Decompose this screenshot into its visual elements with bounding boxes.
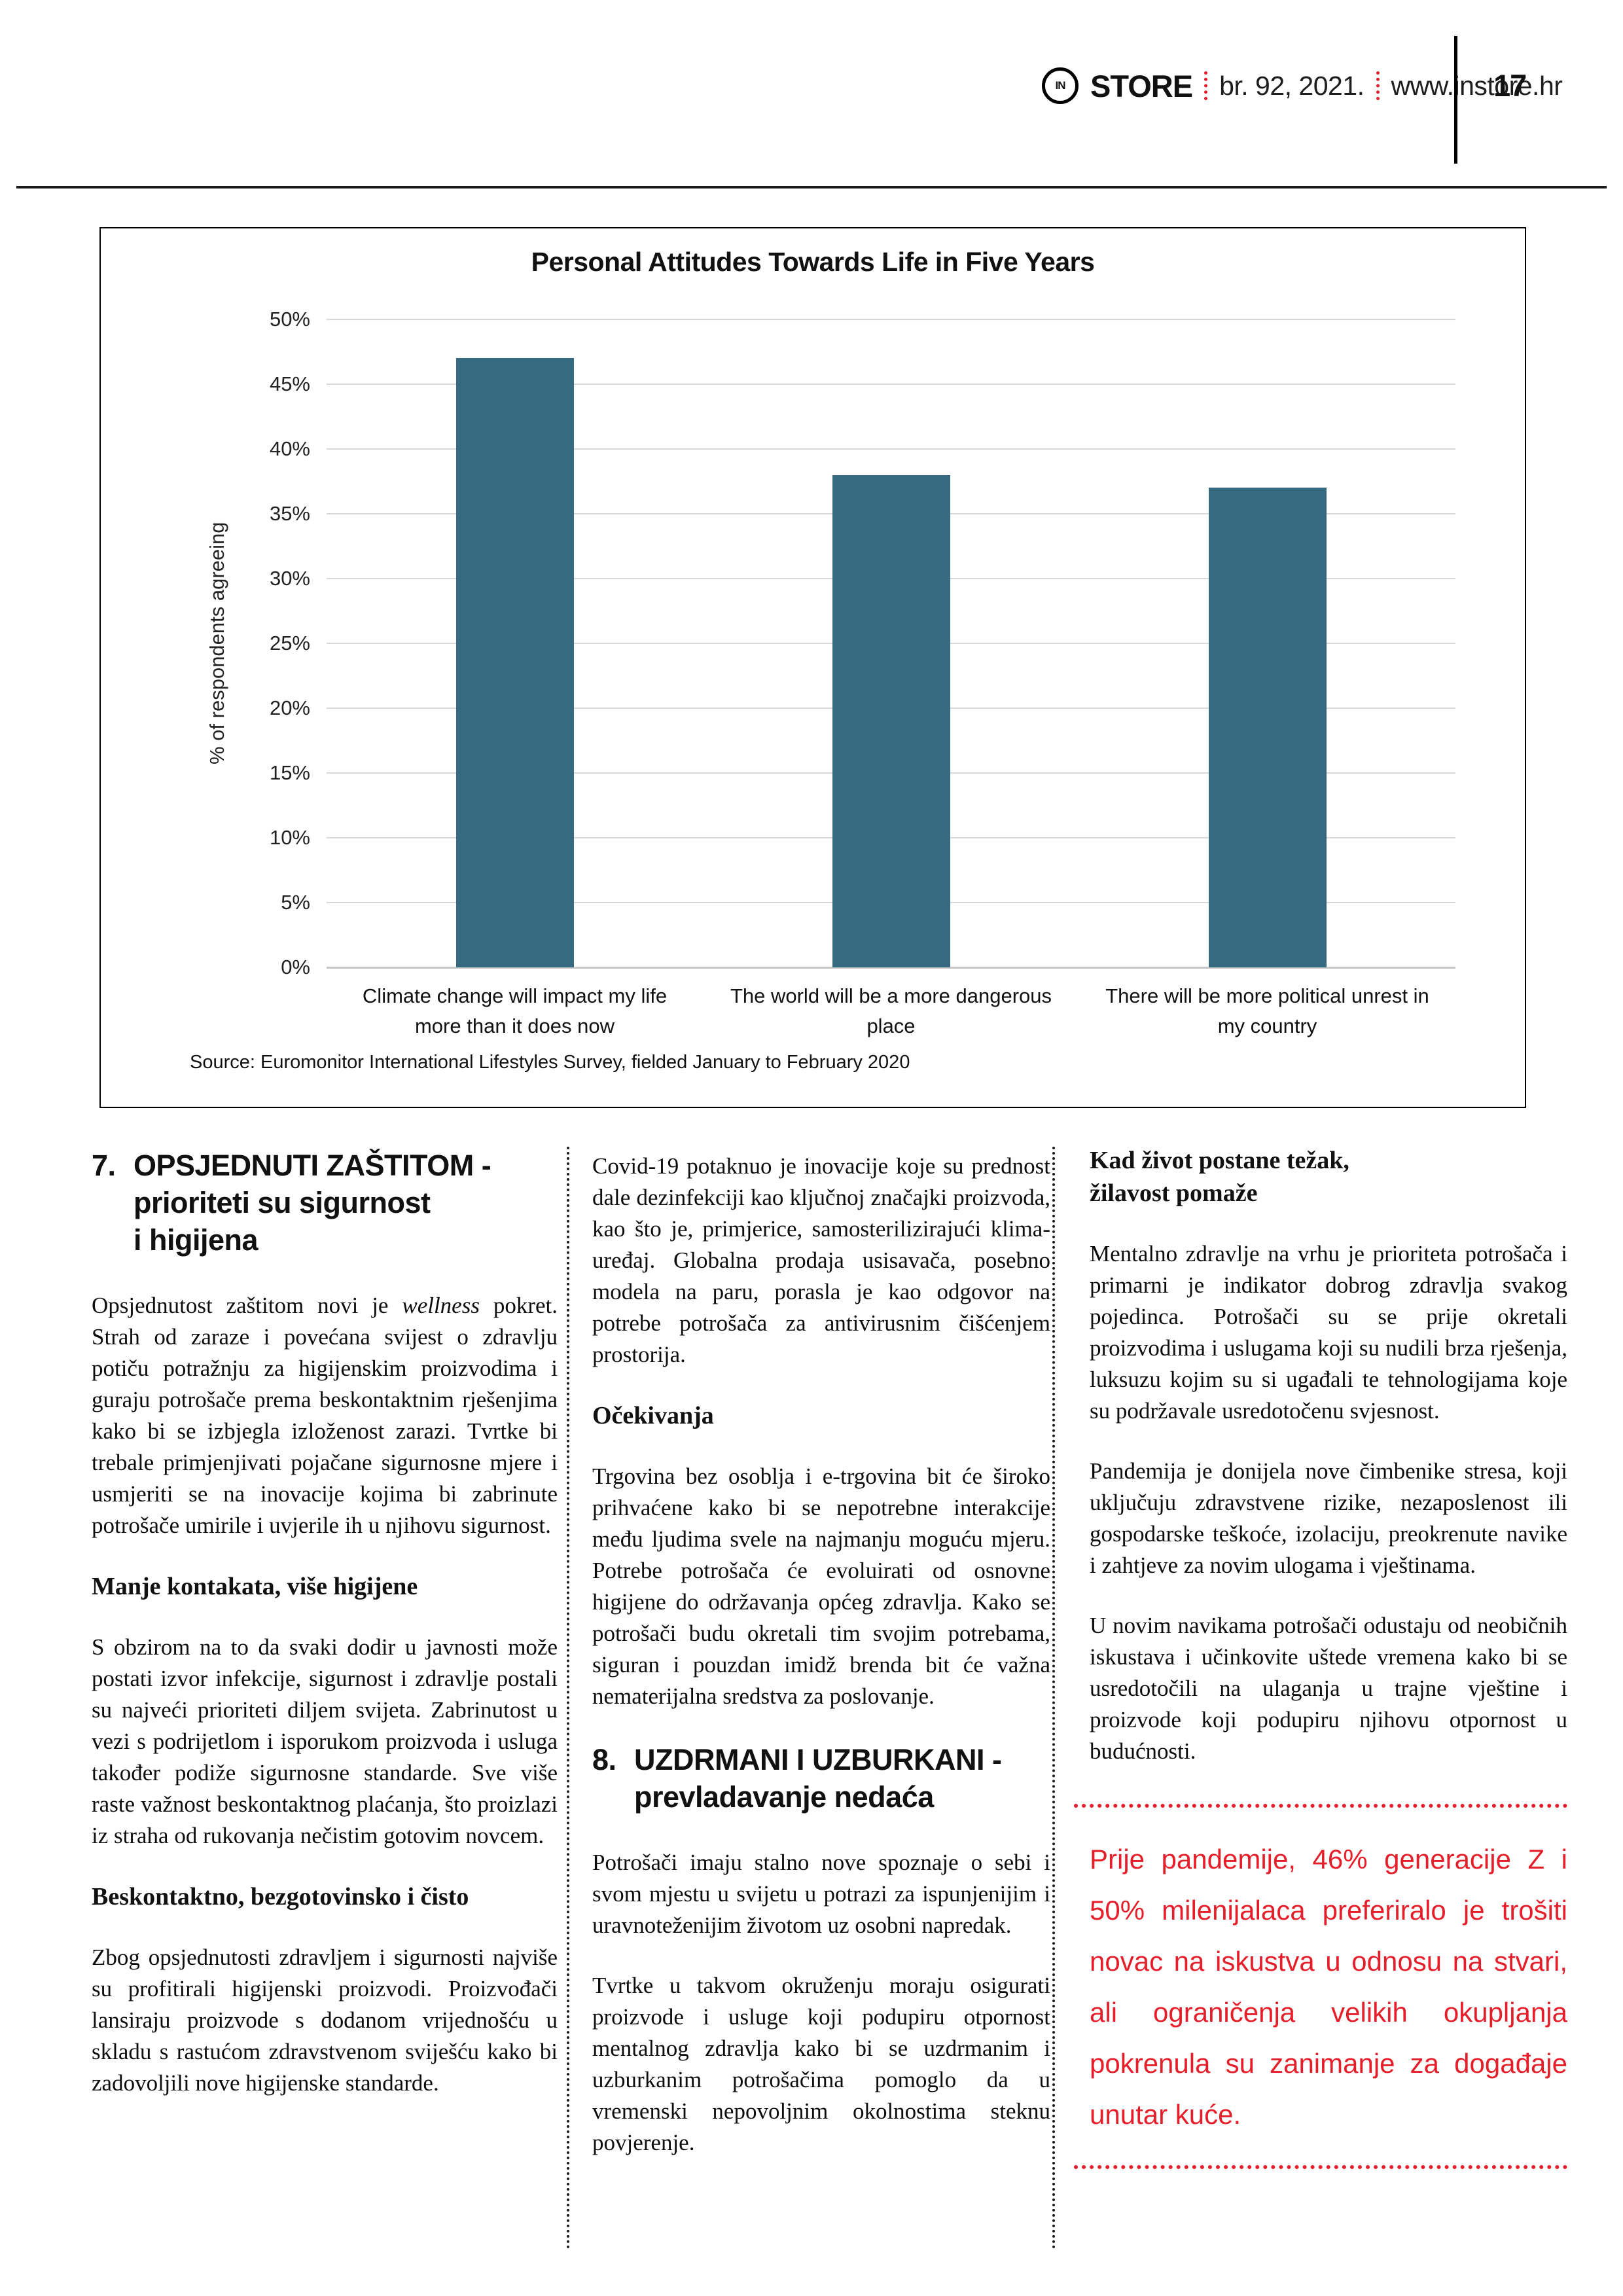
- paragraph-text: pokret. Strah od zaraze i povećana svije…: [92, 1293, 558, 1538]
- section-number: 8.: [592, 1743, 616, 1776]
- page-header: IN STORE br. 92, 2021. www.instore.hr: [1042, 67, 1563, 104]
- section-heading-text: UZDRMANI I UZBURKANI - prevladavanje ned…: [634, 1743, 1002, 1814]
- y-axis-ticks: 0% 5% 10% 15% 20% 25% 30% 35% 40% 45% 50%: [212, 308, 310, 978]
- page-number: 17: [1493, 68, 1527, 103]
- y-tick-label: 25%: [269, 632, 310, 655]
- pull-quote-text: Prije pandemije, 46% generacije Z i 50% …: [1090, 1844, 1567, 2130]
- gridline: [327, 448, 1455, 450]
- paragraph: Opsjednutost zaštitom novi je wellness p…: [92, 1290, 558, 1541]
- y-tick-label: 50%: [269, 308, 310, 331]
- section-heading-text: OPSJEDNUTI ZAŠTITOM - prioriteti su sigu…: [134, 1149, 491, 1257]
- y-tick-label: 45%: [269, 372, 310, 395]
- y-tick-label: 0%: [281, 956, 310, 978]
- paragraph: U novim navikama potrošači odustaju od n…: [1090, 1613, 1567, 1764]
- logo-store-text: STORE: [1090, 68, 1193, 103]
- y-tick-label: 5%: [281, 891, 310, 914]
- header-divider: [1454, 36, 1457, 164]
- x-axis-label: Climate change will impact my life more …: [362, 984, 668, 1037]
- y-tick-label: 20%: [269, 696, 310, 719]
- subheading: Beskontaktno, bezgotovinsko i čisto: [92, 1883, 469, 1910]
- paragraph-text: Opsjednutost zaštitom novi je: [92, 1293, 402, 1318]
- x-axis-label: There will be more political unrest in m…: [1105, 984, 1429, 1037]
- paragraph: Trgovina bez osoblja i e-trgovina bit će…: [592, 1463, 1050, 1709]
- y-tick-label: 15%: [269, 761, 310, 784]
- chart-plot: [327, 319, 1455, 969]
- y-tick-label: 35%: [269, 502, 310, 525]
- chart-title: Personal Attitudes Towards Life in Five …: [531, 247, 1095, 277]
- paragraph: Pandemija je donijela nove čimbenike str…: [1090, 1458, 1567, 1578]
- bar-2: [832, 475, 950, 967]
- subheading: Manje kontakata, više higijene: [92, 1573, 418, 1600]
- subheading: Očekivanja: [592, 1402, 714, 1429]
- gridline: [327, 384, 1455, 385]
- issue-number: br. 92, 2021.: [1219, 70, 1364, 101]
- text-column-1: 7. OPSJEDNUTI ZAŠTITOM - prioriteti su s…: [92, 1147, 558, 2128]
- text-column-3: Kad život postane težak, žilavost pomaže…: [1074, 1144, 1567, 2169]
- bar-1: [455, 358, 574, 967]
- text-column-2: Covid-19 potaknuo je inovacije koje su p…: [592, 1147, 1050, 2187]
- section-number: 7.: [92, 1149, 116, 1182]
- chart-source: Source: Euromonitor International Lifest…: [190, 1052, 910, 1073]
- x-axis-labels: Climate change will impact my life more …: [327, 981, 1455, 1060]
- y-tick-label: 40%: [269, 437, 310, 460]
- y-tick-label: 10%: [269, 826, 310, 849]
- pull-quote: Prije pandemije, 46% generacije Z i 50% …: [1074, 1804, 1567, 2169]
- column-separator: [567, 1147, 569, 2250]
- instore-logo-icon: IN: [1042, 67, 1079, 104]
- paragraph: S obzirom na to da svaki dodir u javnost…: [92, 1634, 558, 1848]
- subheading: Kad život postane težak, žilavost pomaže: [1090, 1147, 1349, 1207]
- bar-3: [1208, 488, 1327, 967]
- paragraph: Tvrtke u takvom okruženju moraju osigura…: [592, 1973, 1050, 2155]
- section-heading-7: 7. OPSJEDNUTI ZAŠTITOM - prioriteti su s…: [92, 1147, 558, 1259]
- italic-term: wellness: [402, 1293, 480, 1318]
- paragraph: Potrošači imaju stalno nove spoznaje o s…: [592, 1850, 1050, 1938]
- bar-chart: Personal Attitudes Towards Life in Five …: [99, 227, 1526, 1108]
- website-url: www.instore.hr: [1391, 70, 1563, 101]
- section-heading-8: 8. UZDRMANI I UZBURKANI - prevladavanje …: [592, 1741, 1050, 1816]
- logo-in-text: IN: [1055, 79, 1066, 92]
- header-rule: [16, 186, 1607, 188]
- x-axis-label: The world will be a more dangerous place: [730, 984, 1052, 1037]
- gridline: [327, 319, 1455, 320]
- paragraph: Mentalno zdravlje na vrhu je prioriteta …: [1090, 1241, 1567, 1424]
- gridline: [327, 967, 1455, 969]
- paragraph: Zbog opsjednutosti zdravljem i sigurnost…: [92, 1945, 558, 2096]
- dotted-separator-icon: [1204, 71, 1208, 100]
- dotted-separator-icon: [1376, 71, 1380, 100]
- paragraph: Covid-19 potaknuo je inovacije koje su p…: [592, 1153, 1050, 1367]
- y-tick-label: 30%: [269, 567, 310, 590]
- column-separator: [1052, 1147, 1055, 2250]
